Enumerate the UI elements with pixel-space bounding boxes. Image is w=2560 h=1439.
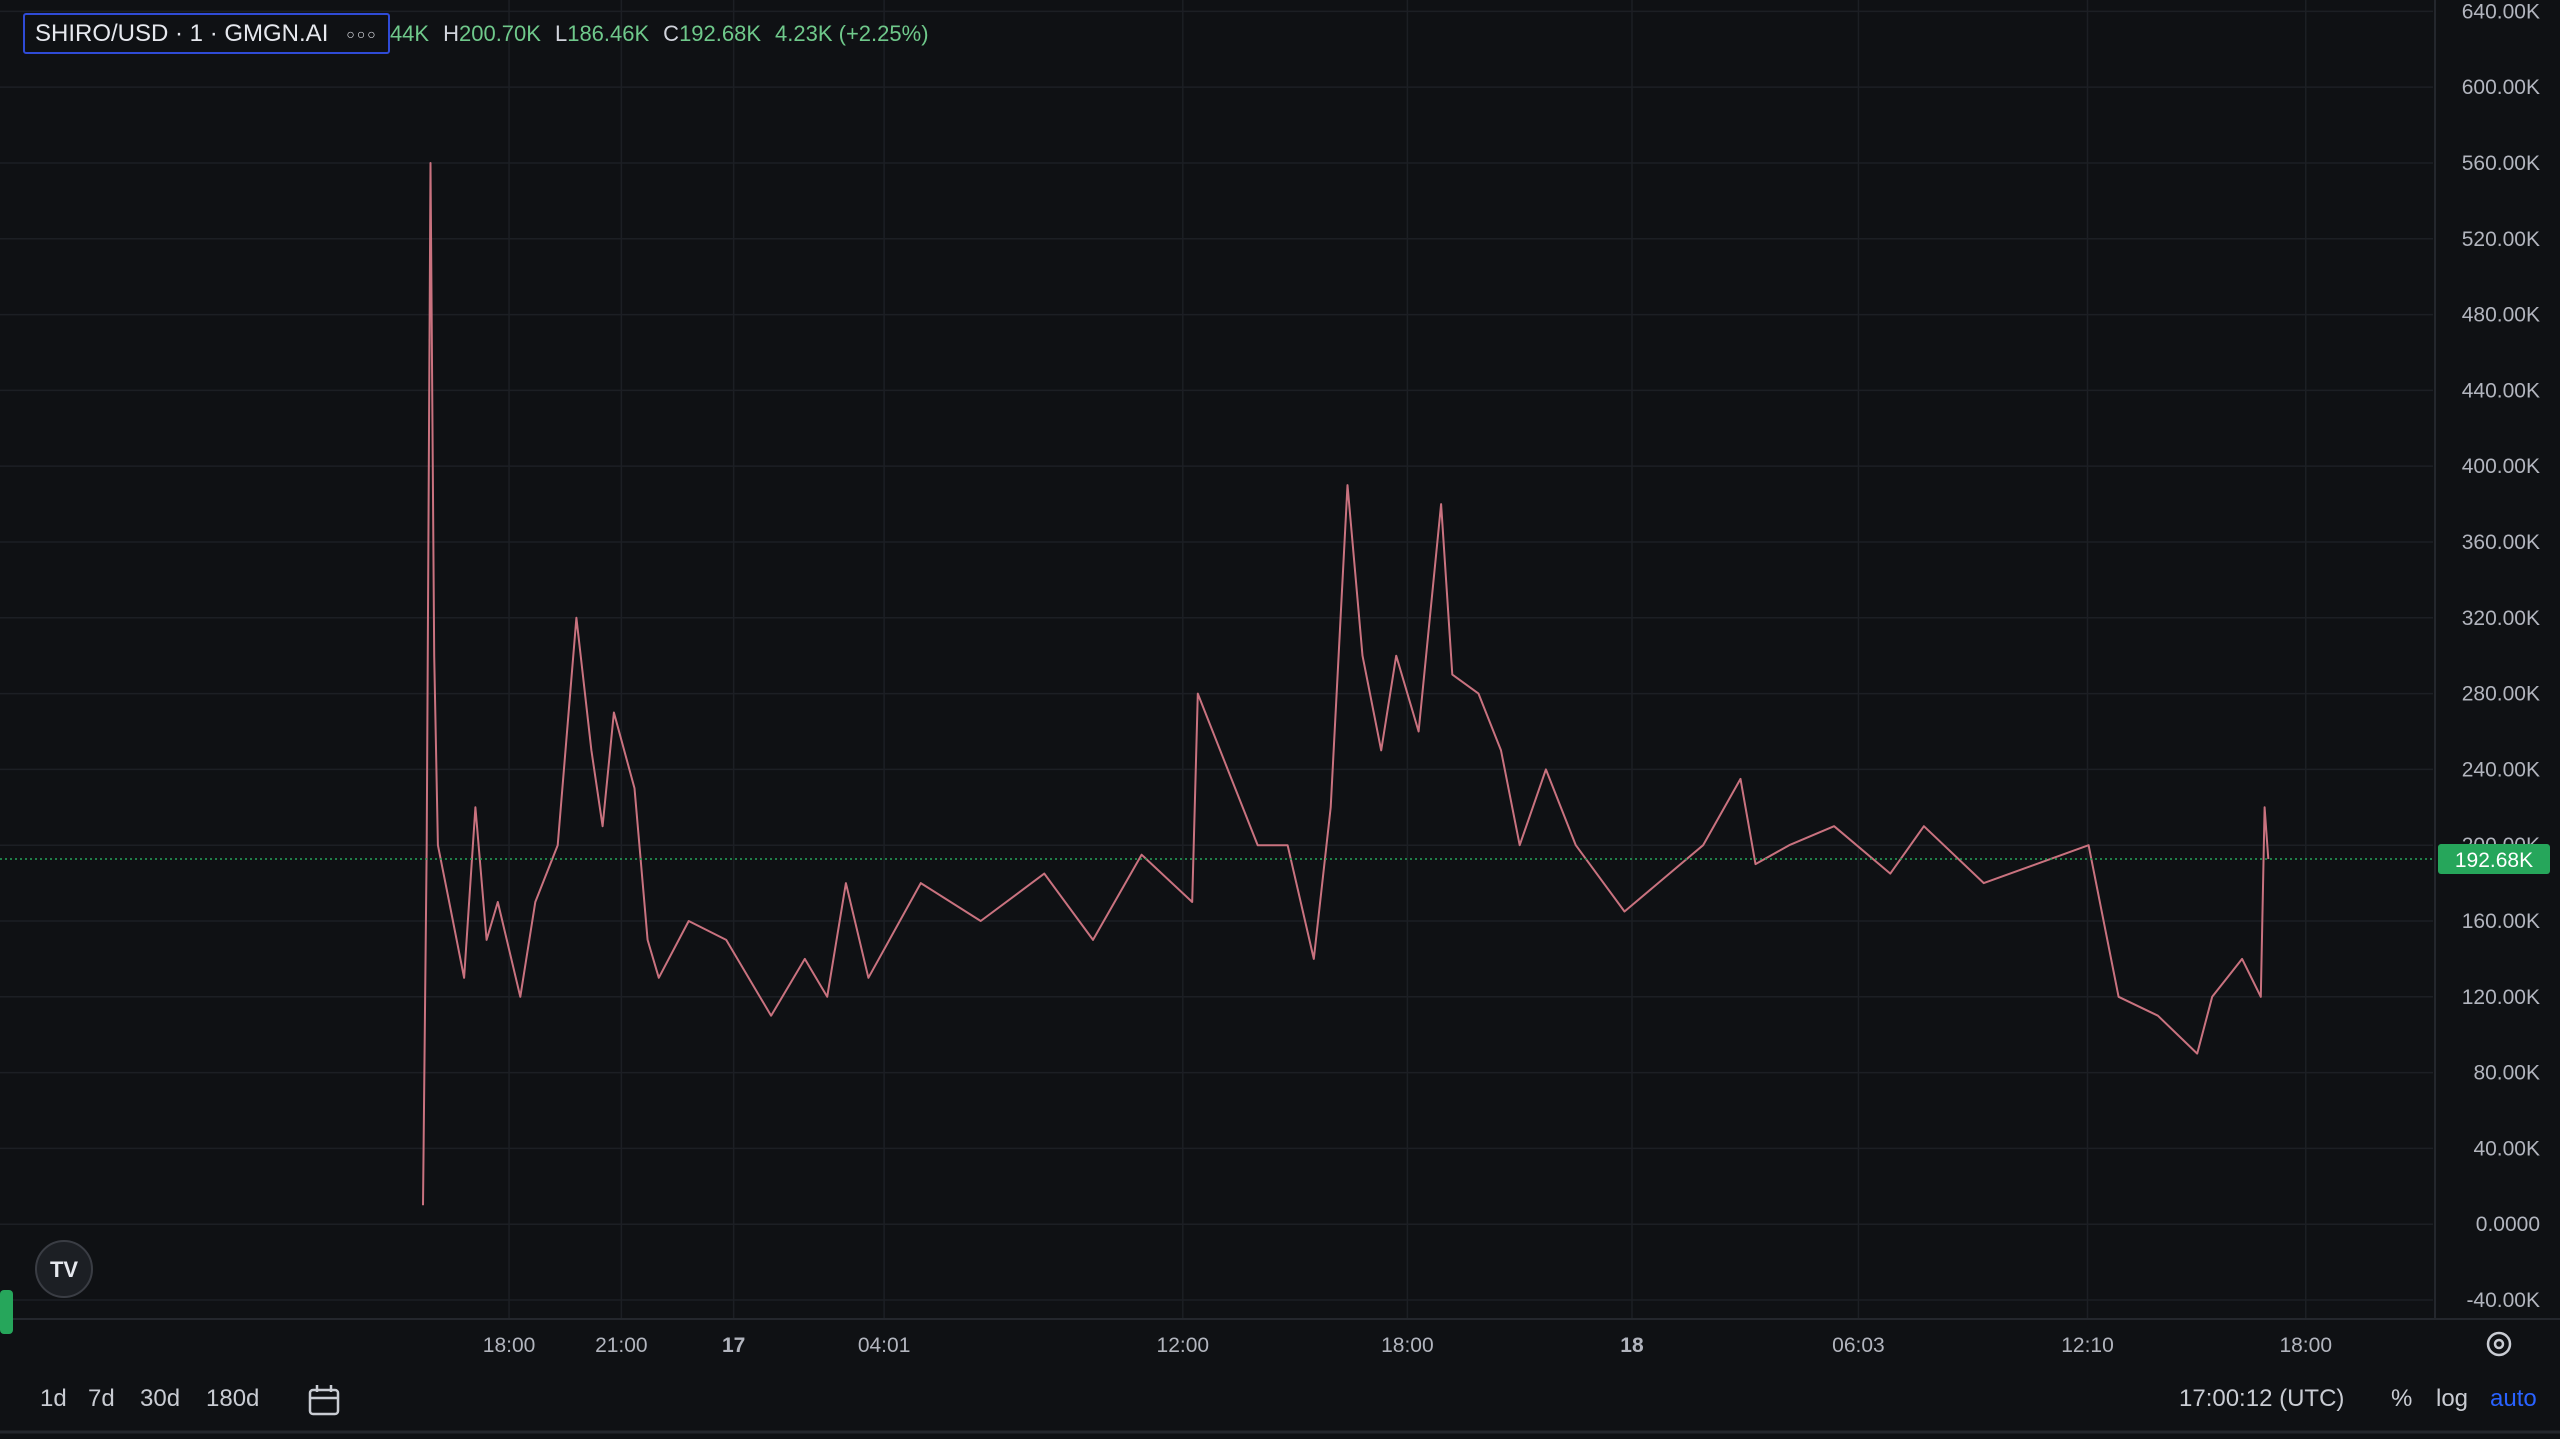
ohlc-key: L bbox=[554, 20, 568, 46]
ohlc-key: C bbox=[663, 20, 680, 46]
y-tick-label: 40.00K bbox=[2473, 1137, 2540, 1160]
y-tick-label: 360.00K bbox=[2462, 531, 2540, 554]
header: SHIRO/USD · 1 · GMGN.AI ○○○ bbox=[23, 13, 390, 54]
x-tick-label: 12:10 bbox=[2061, 1334, 2114, 1357]
y-tick-label: 640.00K bbox=[2462, 0, 2540, 23]
x-tick-label: 04:01 bbox=[858, 1334, 911, 1357]
logo-glyph: TV bbox=[50, 1257, 78, 1282]
ohlc-key: H bbox=[443, 20, 459, 46]
clock: 17:00:12 (UTC) bbox=[2179, 1385, 2345, 1412]
ohlc-value: 186.46K bbox=[567, 20, 650, 46]
y-tick-label: 120.00K bbox=[2462, 986, 2540, 1009]
y-tick-label: 280.00K bbox=[2462, 683, 2540, 706]
y-tick-label: 440.00K bbox=[2462, 379, 2540, 402]
more-icon[interactable]: ○○○ bbox=[346, 25, 378, 42]
ohlc-item: C192.68K bbox=[663, 21, 761, 47]
symbol-box[interactable]: SHIRO/USD · 1 · GMGN.AI ○○○ bbox=[23, 13, 390, 54]
range-button[interactable]: 180d bbox=[206, 1385, 260, 1412]
percent-toggle[interactable]: % bbox=[2391, 1385, 2413, 1412]
y-tick-label: 560.00K bbox=[2462, 152, 2540, 175]
x-tick-label: 18:00 bbox=[483, 1334, 536, 1357]
y-tick-label: 480.00K bbox=[2462, 304, 2540, 327]
side-tab[interactable] bbox=[0, 1290, 13, 1334]
y-tick-label: 240.00K bbox=[2462, 758, 2540, 781]
y-tick-label: 600.00K bbox=[2462, 76, 2540, 99]
range-button[interactable]: 7d bbox=[88, 1385, 115, 1412]
x-tick-label: 17 bbox=[722, 1334, 745, 1357]
ohlc-item: H200.70K bbox=[443, 21, 541, 47]
y-tick-label: 400.00K bbox=[2462, 455, 2540, 478]
y-tick-label: 320.00K bbox=[2462, 607, 2540, 630]
auto-toggle[interactable]: auto bbox=[2490, 1385, 2537, 1412]
log-toggle[interactable]: log bbox=[2436, 1385, 2469, 1412]
ohlc-item: L186.46K bbox=[555, 21, 649, 47]
tradingview-logo[interactable] bbox=[35, 1240, 93, 1298]
range-button[interactable]: 1d bbox=[40, 1385, 67, 1412]
y-tick-label: 0.0000 bbox=[2476, 1213, 2540, 1236]
range-button[interactable]: 30d bbox=[140, 1385, 181, 1412]
axes: 640.00K 600.00K 560.00K 520.00K 480.00K 440.0… bbox=[483, 0, 2550, 1357]
y-tick-label: 160.00K bbox=[2462, 910, 2540, 933]
calendar-icon[interactable] bbox=[308, 1385, 340, 1416]
y-tick-label: 80.00K bbox=[2473, 1062, 2540, 1085]
change: 4.23K (+2.25%) bbox=[775, 20, 929, 46]
ohlc-value: 192.68K bbox=[679, 20, 762, 46]
x-tick-label: 18:00 bbox=[1381, 1334, 1434, 1357]
x-tick-label: 06:03 bbox=[1832, 1334, 1885, 1357]
settings-icon[interactable] bbox=[2486, 1331, 2512, 1357]
symbol: SHIRO/USD · 1 · GMGN.AI bbox=[35, 19, 329, 47]
y-tick-label: -40.00K bbox=[2466, 1289, 2540, 1312]
x-tick-label: 21:00 bbox=[595, 1334, 648, 1357]
price-line bbox=[422, 162, 2270, 1206]
ohlc-value: 200.70K bbox=[458, 20, 541, 46]
x-tick-label: 18:00 bbox=[2279, 1334, 2332, 1357]
x-tick-label: 18 bbox=[1620, 1334, 1644, 1357]
x-tick-label: 12:00 bbox=[1157, 1334, 1210, 1357]
last-price-label: 192.68K bbox=[2455, 849, 2533, 872]
y-tick-label: 520.00K bbox=[2462, 228, 2540, 251]
grid bbox=[0, 0, 2433, 1318]
last-price-tag bbox=[2438, 844, 2550, 875]
plot bbox=[0, 162, 2433, 1206]
